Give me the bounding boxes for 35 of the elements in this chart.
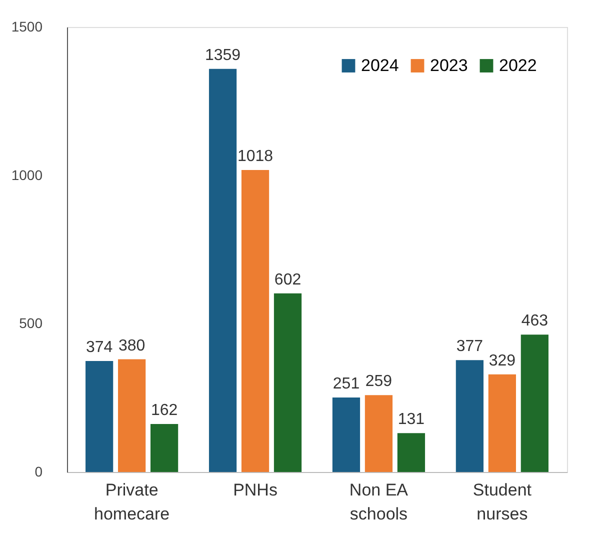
data-label: 602	[274, 271, 302, 288]
bar	[150, 424, 178, 472]
bar	[488, 374, 516, 472]
x-tick-label: Non EA schools	[349, 480, 409, 524]
legend-label: 2024	[361, 56, 399, 75]
bar	[118, 359, 146, 472]
data-label: 259	[365, 373, 392, 390]
bar	[456, 360, 484, 472]
data-label: 463	[521, 312, 548, 330]
bar	[241, 170, 270, 472]
y-tick-label: 1500	[11, 18, 43, 34]
y-tick-label: 500	[19, 315, 43, 332]
bar	[364, 395, 393, 472]
data-label: 1359	[204, 46, 241, 64]
bar	[332, 398, 360, 472]
y-tick-label: 0	[34, 464, 43, 480]
data-label: 374	[86, 339, 113, 356]
x-tick-label: Private homecare	[94, 480, 170, 524]
legend-label: 2023	[430, 56, 468, 75]
data-label: 131	[398, 411, 425, 428]
bar	[86, 361, 114, 472]
y-tick-label: 1000	[11, 166, 43, 183]
x-tick-label: PNHs	[233, 480, 278, 500]
bar	[274, 293, 302, 472]
data-label: 329	[488, 352, 516, 370]
data-label: 162	[150, 402, 178, 419]
data-label: 377	[456, 338, 484, 356]
data-label: 380	[118, 337, 146, 354]
data-label: 251	[332, 376, 360, 393]
bar	[397, 433, 426, 472]
data-label: 1018	[237, 148, 274, 165]
bar	[208, 68, 237, 472]
x-tick-label: Student nurses	[472, 480, 532, 524]
legend-label: 2022	[499, 56, 537, 75]
bar	[520, 334, 548, 472]
